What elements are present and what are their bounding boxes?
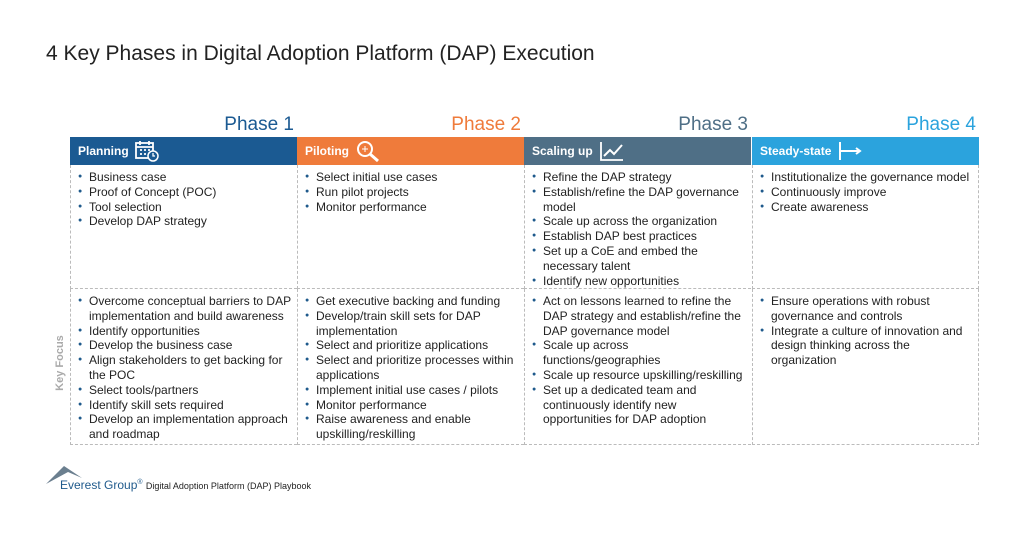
- key-focus-cell: Ensure operations with robust governance…: [752, 289, 979, 445]
- bullet-item: Select tools/partners: [78, 383, 291, 398]
- bullet-item: Develop an implementation approach and r…: [78, 412, 291, 442]
- bullet-item: Refine the DAP strategy: [532, 170, 745, 185]
- bullet-item: Create awareness: [760, 200, 972, 215]
- bullet-list: Overcome conceptual barriers to DAP impl…: [71, 289, 297, 442]
- row-label: Key Focus: [54, 335, 66, 391]
- bullet-item: Select and prioritize applications: [305, 338, 518, 353]
- bullet-item: Continuously improve: [760, 185, 972, 200]
- phase-icon: [134, 140, 159, 162]
- bullet-item: Business case: [78, 170, 291, 185]
- brand: Everest Group: [60, 478, 138, 492]
- publication: Digital Adoption Platform (DAP) Playbook: [145, 481, 311, 491]
- bullet-item: Align stakeholders to get backing for th…: [78, 353, 291, 383]
- bullet-list: Get executive backing and fundingDevelop…: [298, 289, 524, 442]
- bullet-item: Establish DAP best practices: [532, 229, 745, 244]
- activities-cell: Business caseProof of Concept (POC)Tool …: [70, 165, 297, 289]
- bullet-list: Select initial use casesRun pilot projec…: [298, 165, 524, 214]
- phase-name: Scaling up: [532, 144, 593, 158]
- bullet-item: Identify skill sets required: [78, 398, 291, 413]
- bullet-item: Act on lessons learned to refine the DAP…: [532, 294, 745, 338]
- phase-label: Phase 1: [224, 114, 294, 135]
- bullet-list: Act on lessons learned to refine the DAP…: [525, 289, 751, 427]
- bullet-item: Institutionalize the governance model: [760, 170, 972, 185]
- bullet-item: Implement initial use cases / pilots: [305, 383, 518, 398]
- bullet-item: Identify new opportunities: [532, 274, 745, 289]
- bullet-list: Business caseProof of Concept (POC)Tool …: [71, 165, 297, 229]
- bullet-item: Establish/refine the DAP governance mode…: [532, 185, 745, 215]
- bullet-item: Scale up across the organization: [532, 214, 745, 229]
- phase-label: Phase 3: [678, 114, 748, 135]
- phase-icon: [837, 140, 863, 162]
- key-focus-cell: Overcome conceptual barriers to DAP impl…: [70, 289, 297, 445]
- page-title: 4 Key Phases in Digital Adoption Platfor…: [46, 42, 595, 65]
- bullet-item: Proof of Concept (POC): [78, 185, 291, 200]
- bullet-item: Select initial use cases: [305, 170, 518, 185]
- bullet-item: Develop/train skill sets for DAP impleme…: [305, 309, 518, 339]
- bullet-list: Institutionalize the governance modelCon…: [753, 165, 978, 214]
- bullet-item: Get executive backing and funding: [305, 294, 518, 309]
- bullet-item: Overcome conceptual barriers to DAP impl…: [78, 294, 291, 324]
- activities-cell: Select initial use casesRun pilot projec…: [297, 165, 524, 289]
- bullet-item: Monitor performance: [305, 200, 518, 215]
- bullet-item: Integrate a culture of innovation and de…: [760, 324, 972, 368]
- phase-name: Steady-state: [760, 144, 832, 158]
- footer: Everest Group® Digital Adoption Platform…: [60, 478, 311, 492]
- bullet-list: Refine the DAP strategyEstablish/refine …: [525, 165, 751, 288]
- bullet-item: Set up a CoE and embed the necessary tal…: [532, 244, 745, 274]
- phase-label: Phase 2: [451, 114, 521, 135]
- bullet-item: Monitor performance: [305, 398, 518, 413]
- phase-header: Piloting: [297, 137, 524, 165]
- bullet-item: Scale up resource upskilling/reskilling: [532, 368, 745, 383]
- bullet-item: Develop the business case: [78, 338, 291, 353]
- brand-mark: ®: [137, 479, 143, 486]
- phase-header: Steady-state: [752, 137, 979, 165]
- logo-mark: [46, 466, 82, 484]
- bullet-item: Select and prioritize processes within a…: [305, 353, 518, 383]
- bullet-list: Ensure operations with robust governance…: [753, 289, 978, 368]
- bullet-item: Ensure operations with robust governance…: [760, 294, 972, 324]
- key-focus-cell: Act on lessons learned to refine the DAP…: [524, 289, 751, 445]
- phase-icon: [355, 140, 381, 162]
- phase-label: Phase 4: [906, 114, 976, 135]
- bullet-item: Tool selection: [78, 200, 291, 215]
- bullet-item: Identify opportunities: [78, 324, 291, 339]
- phase-name: Piloting: [305, 144, 349, 158]
- phase-icon: [599, 140, 625, 162]
- activities-cell: Institutionalize the governance modelCon…: [752, 165, 979, 289]
- phase-name: Planning: [78, 144, 129, 158]
- bullet-item: Set up a dedicated team and continuously…: [532, 383, 745, 427]
- bullet-item: Run pilot projects: [305, 185, 518, 200]
- bullet-item: Develop DAP strategy: [78, 214, 291, 229]
- key-focus-cell: Get executive backing and fundingDevelop…: [297, 289, 524, 445]
- phase-header: Planning: [70, 137, 297, 165]
- activities-cell: Refine the DAP strategyEstablish/refine …: [524, 165, 751, 289]
- phase-header: Scaling up: [524, 137, 751, 165]
- bullet-item: Raise awareness and enable upskilling/re…: [305, 412, 518, 442]
- bullet-item: Scale up across functions/geographies: [532, 338, 745, 368]
